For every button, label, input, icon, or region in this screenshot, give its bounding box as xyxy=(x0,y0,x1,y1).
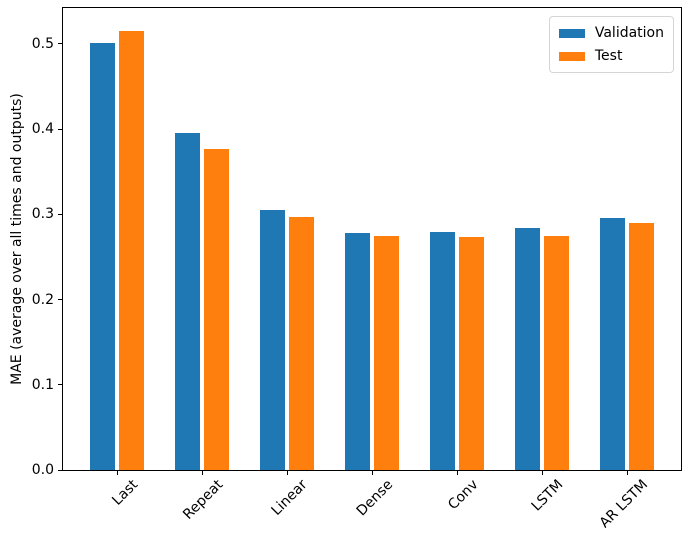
y-tick-label: 0.1 xyxy=(31,376,54,393)
bar-validation-linear xyxy=(259,210,286,470)
x-tick-label: Linear xyxy=(268,476,312,519)
y-tick-label: 0.4 xyxy=(31,121,54,138)
y-tick-label: 0.3 xyxy=(31,206,54,223)
bar-validation-lstm xyxy=(514,227,541,470)
bar-test-ar-lstm xyxy=(628,222,655,470)
bar-test-dense xyxy=(373,236,400,470)
legend: Validation Test xyxy=(548,16,674,73)
y-tick-mark xyxy=(58,299,63,301)
x-tick-label: Last xyxy=(109,476,142,509)
bar-validation-conv xyxy=(429,232,456,470)
x-tick-mark xyxy=(457,470,458,475)
x-tick-mark xyxy=(117,470,118,475)
bar-test-lstm xyxy=(543,235,570,470)
bar-validation-repeat xyxy=(174,133,201,470)
legend-label-test: Test xyxy=(594,48,623,64)
x-tick-mark xyxy=(202,470,203,475)
legend-label-validation: Validation xyxy=(594,25,664,41)
x-tick-mark xyxy=(627,470,628,475)
x-tick-mark xyxy=(372,470,373,475)
y-tick-mark xyxy=(58,128,63,130)
bar-validation-ar-lstm xyxy=(599,217,626,470)
bar-test-conv xyxy=(458,237,485,470)
bar-validation-last xyxy=(89,42,116,470)
y-tick-label: 0.0 xyxy=(31,462,54,478)
x-tick-label: Conv xyxy=(444,476,482,514)
legend-item-test: Test xyxy=(558,47,664,65)
bar-validation-dense xyxy=(344,233,371,470)
legend-swatch-test xyxy=(558,51,585,61)
y-tick-label: 0.5 xyxy=(31,35,54,52)
bar-test-repeat xyxy=(203,148,230,470)
bar-test-linear xyxy=(288,216,315,470)
x-tick-label: Repeat xyxy=(179,476,227,523)
y-tick-mark xyxy=(58,384,63,386)
plot-area: Validation Test xyxy=(62,7,682,471)
x-tick-mark xyxy=(287,470,288,475)
bar-test-last xyxy=(118,31,145,470)
y-tick-label: 0.2 xyxy=(31,291,54,308)
x-tick-label: LSTM xyxy=(528,476,567,515)
y-tick-mark xyxy=(58,213,63,215)
legend-swatch-validation xyxy=(558,28,585,38)
x-tick-label: Dense xyxy=(353,476,397,520)
legend-item-validation: Validation xyxy=(558,24,664,42)
x-tick-label: AR LSTM xyxy=(596,476,652,532)
y-tick-mark xyxy=(58,43,63,45)
y-tick-mark xyxy=(58,469,63,471)
x-tick-mark xyxy=(542,470,543,475)
